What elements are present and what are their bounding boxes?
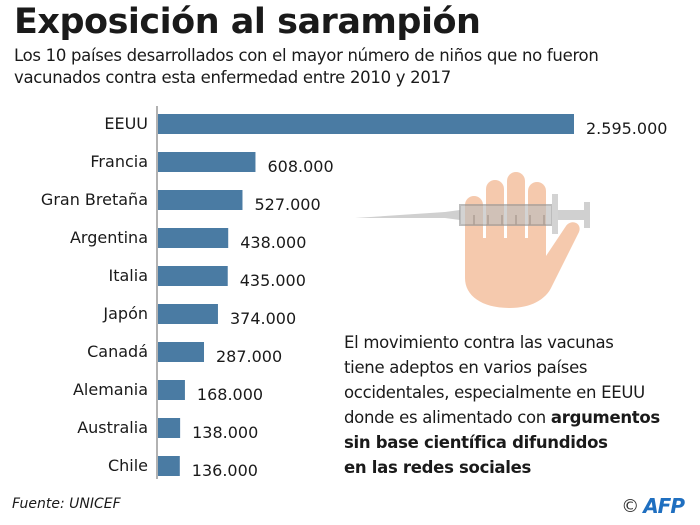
note-line-5-bold: sin base científica difundidos [344, 433, 608, 452]
bar-4 [158, 266, 228, 286]
bar-0 [158, 114, 574, 134]
category-label: Francia [90, 152, 148, 171]
bar-8 [158, 418, 181, 438]
note-line-3: occidentales, especialmente en EEUU [344, 383, 645, 402]
category-label: Australia [77, 418, 148, 437]
value-label: 438.000 [240, 233, 306, 252]
note-line-2: tiene adeptos en varios países [344, 358, 588, 377]
copyright-icon: © [621, 495, 640, 517]
syringe-barrel [459, 194, 558, 234]
chart-title: Exposición al sarampión [14, 2, 481, 42]
bar-2 [158, 190, 243, 210]
category-label: EEUU [104, 114, 148, 133]
category-label: Argentina [70, 228, 148, 247]
annotation-note: El movimiento contra las vacunas tiene a… [344, 330, 694, 480]
bar-6 [158, 342, 205, 362]
subtitle-line-1: Los 10 países desarrollados con el mayor… [14, 46, 599, 65]
value-label: 168.000 [197, 385, 263, 404]
bar-1 [158, 152, 256, 172]
bar-7 [158, 380, 185, 400]
note-line-4-regular: donde es alimentado con [344, 408, 551, 427]
value-label: 608.000 [267, 157, 333, 176]
note-line-4-bold: argumentos [550, 408, 660, 427]
value-label: 435.000 [240, 271, 306, 290]
category-label: Alemania [73, 380, 148, 399]
chart-subtitle: Los 10 países desarrollados con el mayor… [14, 45, 599, 89]
category-label: Japón [102, 304, 148, 323]
value-label: 138.000 [192, 423, 258, 442]
bar-5 [158, 304, 218, 324]
category-label: Canadá [87, 342, 148, 361]
value-label: 374.000 [230, 309, 296, 328]
syringe-needle [355, 210, 460, 220]
subtitle-line-2: vacunados contra esta enfermedad entre 2… [14, 68, 451, 87]
note-line-1: El movimiento contra las vacunas [344, 333, 614, 352]
source-label: Fuente: UNICEF [12, 496, 121, 512]
bar-3 [158, 228, 229, 248]
note-line-6-bold: en las redes sociales [344, 458, 532, 477]
value-label: 527.000 [254, 195, 320, 214]
value-label: 136.000 [192, 461, 258, 480]
value-label: 287.000 [216, 347, 282, 366]
syringe-plunger-cap [584, 202, 590, 228]
hand-stopping-syringe-icon [355, 172, 590, 308]
hand-shape [465, 172, 580, 308]
note-line-4: donde es alimentado con argumentos [344, 405, 694, 430]
credit: © AFP [621, 494, 685, 518]
value-label: 2.595.000 [586, 119, 667, 138]
category-label: Italia [109, 266, 149, 285]
note-line-6: en las redes sociales [344, 455, 694, 480]
category-label: Chile [108, 456, 148, 475]
bar-9 [158, 456, 180, 476]
category-label: Gran Bretaña [41, 190, 148, 209]
syringe-plunger [558, 210, 584, 220]
afp-logo: AFP [643, 494, 685, 518]
note-line-5: sin base científica difundidos [344, 430, 694, 455]
